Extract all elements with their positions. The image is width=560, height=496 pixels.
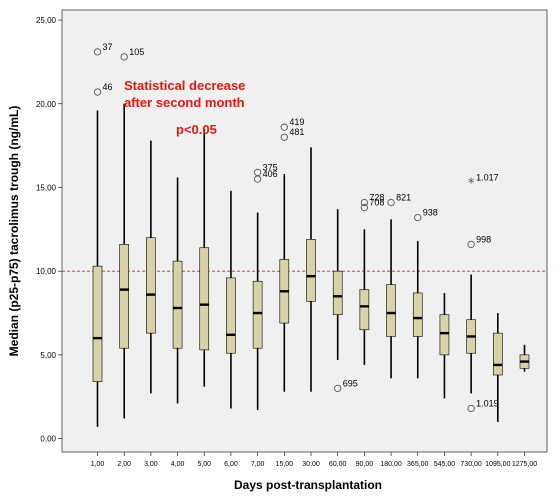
box-6 xyxy=(226,190,236,409)
x-tick-label: 90,00 xyxy=(356,461,374,468)
outlier-circle xyxy=(280,133,288,141)
box-iqr xyxy=(332,270,343,316)
outlier-circle xyxy=(120,53,128,61)
x-tick-label: 4,00 xyxy=(171,461,185,468)
box-iqr xyxy=(119,244,129,349)
outlier-circle xyxy=(467,240,475,249)
box-2 xyxy=(119,103,129,419)
outlier-label: 419 xyxy=(289,117,304,127)
outlier-label: 1.019 xyxy=(476,398,499,408)
outlier-circle xyxy=(467,404,475,413)
x-tick-label: 365,00 xyxy=(407,461,429,468)
outlier-circle xyxy=(334,384,342,393)
x-tick-label: 180,00 xyxy=(380,461,402,468)
x-tick-label: 2,00 xyxy=(117,461,131,468)
plot-background xyxy=(61,9,548,453)
box-7 xyxy=(252,212,263,411)
outlier-label: 481 xyxy=(289,127,304,137)
box-4 xyxy=(172,177,183,404)
x-tick-label: 5,00 xyxy=(197,461,211,468)
box-16 xyxy=(493,313,503,422)
box-13 xyxy=(412,241,423,379)
outlier-label: 708 xyxy=(369,198,384,208)
y-tick-label: 10,00 xyxy=(36,267,57,276)
box-17 xyxy=(519,344,530,372)
x-tick-label: 7,00 xyxy=(251,461,265,468)
outlier-label: 375 xyxy=(263,162,278,172)
x-tick-label: 15,00 xyxy=(276,461,294,468)
y-axis-title: Median (p25-p75) tacrolimus trough (ng/m… xyxy=(7,106,21,357)
outlier-circle xyxy=(253,175,262,183)
x-tick-label: 545,00 xyxy=(434,461,456,468)
outlier-circle xyxy=(93,88,102,96)
x-tick-label: 3,00 xyxy=(144,461,158,468)
outlier-circle xyxy=(387,198,395,207)
x-tick-label: 1095,00 xyxy=(485,461,510,468)
box-iqr xyxy=(386,284,396,337)
outlier-label: 728 xyxy=(369,193,384,203)
box-3 xyxy=(146,140,156,394)
outlier-circle xyxy=(280,123,288,131)
boxes-layer xyxy=(92,103,530,427)
box-iqr xyxy=(439,314,450,356)
box-iqr xyxy=(199,247,210,351)
x-tick-label: 730,00 xyxy=(460,461,482,468)
outlier-label: 46 xyxy=(103,82,113,92)
box-11 xyxy=(359,229,370,365)
outlier-circle xyxy=(414,213,422,222)
box-iqr xyxy=(493,332,503,376)
outlier-circle xyxy=(360,198,369,207)
box-10 xyxy=(332,209,343,360)
box-1 xyxy=(92,110,103,427)
annotation-line-1: Statistical decrease xyxy=(124,78,245,93)
annotation-line-2: after second month xyxy=(124,95,245,110)
box-9 xyxy=(306,147,316,392)
box-iqr xyxy=(172,260,183,349)
outlier-label: 37 xyxy=(103,42,113,52)
y-axis: 0,00 5,00 10,00 15,00 20,00 25,00 xyxy=(36,16,62,444)
box-iqr xyxy=(359,289,370,331)
outlier-label: 406 xyxy=(263,169,278,179)
y-tick-label: 25,00 xyxy=(36,16,57,25)
box-iqr xyxy=(252,280,263,349)
box-14 xyxy=(439,292,450,399)
x-tick-label: 1,00 xyxy=(91,461,105,468)
box-12 xyxy=(386,219,396,379)
box-5 xyxy=(199,128,210,387)
x-tick-label: 1275,00 xyxy=(512,461,537,468)
outlier-label: 105 xyxy=(129,47,144,57)
outlier-label: 821 xyxy=(396,193,411,203)
x-axis-title: Days post-transplantation xyxy=(234,478,382,492)
x-tick-label: 6,00 xyxy=(224,461,238,468)
box-iqr xyxy=(146,237,156,334)
outlier-label: 998 xyxy=(476,234,491,244)
box-8 xyxy=(279,174,290,392)
box-iqr xyxy=(92,265,103,382)
y-tick-label: 0,00 xyxy=(40,435,56,444)
x-tick-label: 30,00 xyxy=(302,461,320,468)
box-iqr xyxy=(226,277,236,354)
box-15 xyxy=(466,274,476,394)
y-tick-label: 20,00 xyxy=(36,100,57,109)
outlier-label: 695 xyxy=(343,378,358,388)
y-tick-label: 15,00 xyxy=(36,183,57,192)
outlier-circle xyxy=(360,203,369,212)
outlier-circle xyxy=(93,48,102,56)
box-iqr xyxy=(306,239,316,302)
outlier-star: * xyxy=(468,176,475,191)
y-tick-label: 5,00 xyxy=(40,351,56,360)
outlier-label: 938 xyxy=(423,208,438,218)
annotation-pvalue: p<0.05 xyxy=(176,122,217,137)
x-axis: 1,00 2,00 3,00 4,00 5,00 6,00 7,00 15,00 30,00 60… xyxy=(91,452,537,468)
x-tick-label: 60,00 xyxy=(329,461,347,468)
outlier-label: 1.017 xyxy=(476,172,499,182)
box-iqr xyxy=(412,292,423,337)
